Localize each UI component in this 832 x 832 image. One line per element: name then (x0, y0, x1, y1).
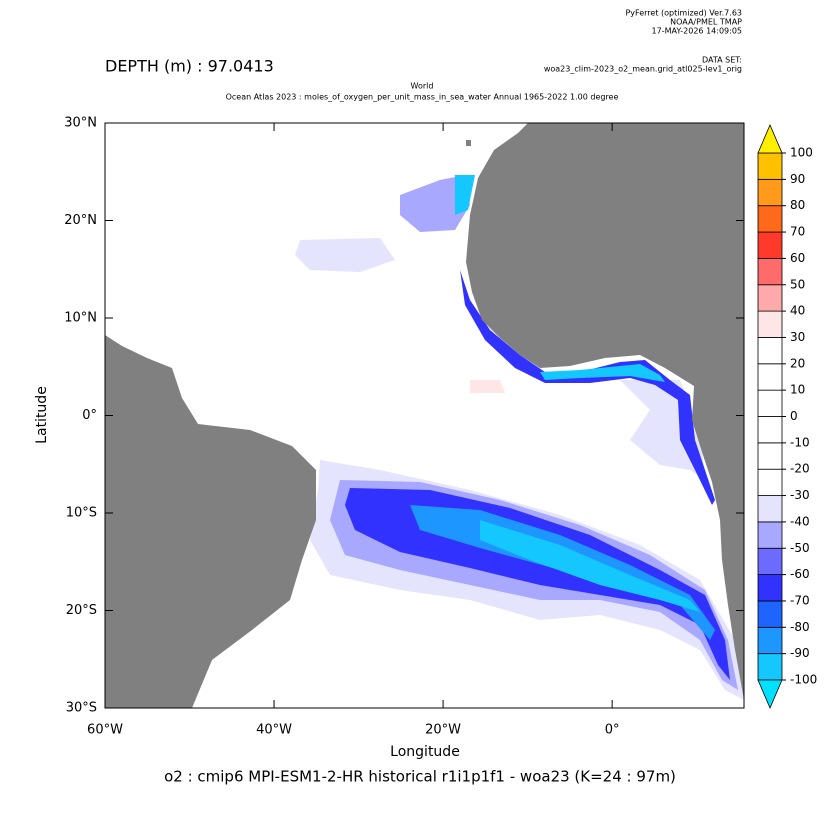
chart-title: World (411, 82, 434, 91)
colorbar-label: -90 (790, 646, 810, 660)
colorbar-box (757, 521, 783, 549)
colorbar-label: -50 (790, 541, 810, 555)
colorbar-box (757, 574, 783, 602)
colorbar-label: 70 (790, 225, 805, 239)
colorbar-box (757, 600, 783, 628)
caption: o2 : cmip6 MPI-ESM1-2-HR historical r1i1… (164, 768, 676, 786)
colorbar-box (757, 468, 783, 496)
anomaly-patch (480, 520, 700, 612)
map-field (104, 122, 745, 709)
x-axis-label: Longitude (390, 744, 460, 760)
colorbar-label: 10 (790, 383, 805, 397)
anomaly-patch (470, 380, 505, 393)
x-tick-label: 60°W (87, 723, 123, 738)
colorbar-label: -10 (790, 435, 810, 449)
colorbar-over (757, 123, 783, 154)
dataset-name: woa23_clim-2023_o2_mean.grid_atl025-lev1… (544, 65, 742, 74)
colorbar-label: 50 (790, 277, 805, 291)
y-tick-label: 10°S (66, 506, 97, 521)
colorbar-box (757, 178, 783, 207)
colorbar-label: 80 (790, 198, 805, 212)
colorbar-box (757, 231, 783, 259)
colorbar-label: 90 (790, 172, 805, 186)
anomaly-patch (295, 238, 395, 272)
land-island (466, 140, 471, 146)
colorbar-box (757, 416, 783, 444)
colorbar-label: -100 (790, 673, 817, 687)
anomaly-patch (540, 364, 665, 382)
colorbar-label: 40 (790, 304, 805, 318)
colorbar-label: 60 (790, 251, 805, 265)
colorbar-box (757, 653, 783, 681)
land-south-america (105, 335, 316, 708)
colorbar-box (757, 257, 783, 286)
anomaly-patch (455, 175, 475, 215)
colorbar-label: -60 (790, 567, 810, 581)
colorbar-label: -70 (790, 593, 810, 607)
anomaly-patch (400, 175, 470, 232)
anomaly-patch (460, 270, 715, 505)
y-tick-label: 20°N (64, 213, 97, 228)
colorbar-box (757, 495, 783, 523)
software-label: PyFerret (optimized) Ver.7.63 (625, 9, 742, 18)
y-tick-label: 10°N (64, 311, 97, 326)
colorbar-box (757, 547, 783, 576)
y-tick-label: 30°N (64, 116, 97, 131)
colorbar-label: -20 (790, 462, 810, 476)
y-tick-label: 0° (82, 408, 97, 423)
colorbar-label: 100 (790, 146, 813, 160)
colorbar-label: -40 (790, 514, 810, 528)
org-label: NOAA/PMEL TMAP (670, 18, 742, 27)
x-tick-label: 0° (605, 723, 620, 738)
x-tick-label: 40°W (256, 723, 292, 738)
colorbar-under (757, 679, 783, 710)
timestamp: 17-MAY-2026 14:09:05 (652, 27, 742, 36)
colorbar-box (757, 389, 783, 417)
colorbar-box (757, 152, 783, 180)
y-tick-label: 30°S (66, 701, 97, 716)
y-axis-label: Latitude (34, 386, 50, 444)
colorbar-label: -80 (790, 620, 810, 634)
colorbar-label: 0 (790, 409, 798, 423)
colorbar-box (757, 337, 783, 365)
colorbar-label: 30 (790, 330, 805, 344)
colorbar-box (757, 626, 783, 655)
colorbar-box (757, 284, 783, 312)
depth-label: DEPTH (m) : 97.0413 (105, 57, 274, 76)
y-tick-label: 20°S (66, 603, 97, 618)
colorbar-box (757, 363, 783, 391)
x-tick-label: 20°W (425, 723, 461, 738)
colorbar-box (757, 205, 783, 233)
colorbar-box (757, 310, 783, 338)
land-africa (466, 123, 744, 700)
chart-subtitle: Ocean Atlas 2023 : moles_of_oxygen_per_u… (226, 93, 619, 102)
colorbar-label: -30 (790, 488, 810, 502)
dataset-label: DATA SET: (702, 56, 742, 65)
colorbar-label: 20 (790, 356, 805, 370)
colorbar-box (757, 442, 783, 470)
